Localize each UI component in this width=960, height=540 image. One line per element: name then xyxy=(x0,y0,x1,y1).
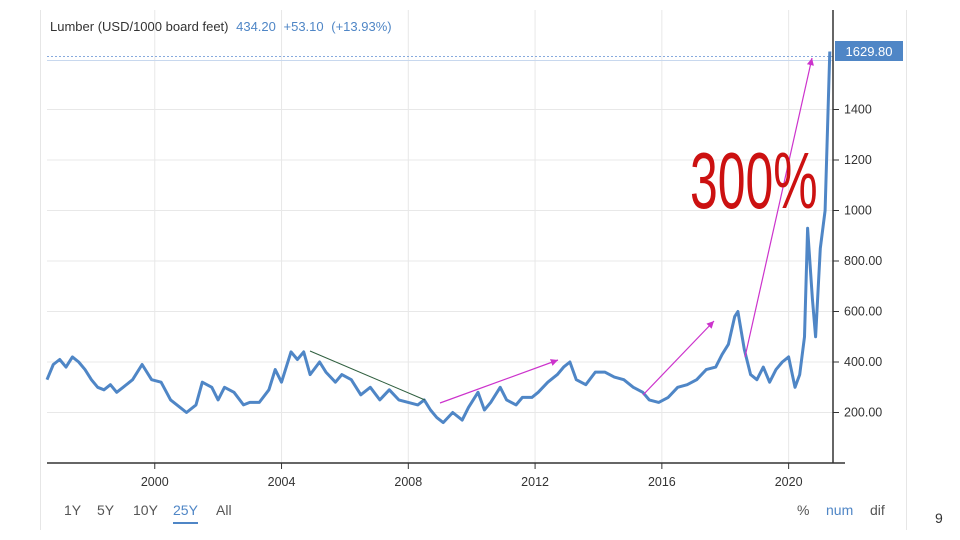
x-tick-label: 2004 xyxy=(268,475,296,489)
current-price: 434.20 xyxy=(236,19,276,34)
x-tick-label: 2012 xyxy=(521,475,549,489)
grid-lines xyxy=(47,10,833,463)
y-tick-label: 600.00 xyxy=(844,305,882,319)
trend-arrow xyxy=(439,359,559,404)
x-tick-label: 2016 xyxy=(648,475,676,489)
chart-panel xyxy=(40,10,907,530)
chart-header: Lumber (USD/1000 board feet) 434.20 +53.… xyxy=(50,19,392,34)
last-price-box xyxy=(835,41,903,61)
slide-number: 9 xyxy=(935,510,943,526)
x-tick-label: 2000 xyxy=(141,475,169,489)
y-tick-label: 800.00 xyxy=(844,254,882,268)
trend-arrow xyxy=(642,320,715,396)
range-button-1y[interactable]: 1Y xyxy=(64,502,82,518)
y-tick-label: 200.00 xyxy=(844,406,882,420)
range-button-all[interactable]: All xyxy=(216,502,232,518)
range-button-5y[interactable]: 5Y xyxy=(97,502,115,518)
last-price-flag: 1629.80 xyxy=(835,41,903,61)
chart-title: Lumber (USD/1000 board feet) xyxy=(50,19,229,34)
range-button-25y[interactable]: 25Y xyxy=(173,502,198,524)
series-line xyxy=(45,51,832,425)
range-button-10y[interactable]: 10Y xyxy=(133,502,158,518)
y-tick-label: 1000 xyxy=(844,204,872,218)
downtrend-line xyxy=(309,350,426,401)
axes xyxy=(47,10,845,469)
last-price-label: 1629.80 xyxy=(846,44,893,59)
mode-button-percent[interactable]: % xyxy=(797,502,810,518)
y-tick-label: 1200 xyxy=(844,153,872,167)
x-tick-label: 2008 xyxy=(394,475,422,489)
y-tick-label: 400.00 xyxy=(844,355,882,369)
x-tick-label: 2020 xyxy=(775,475,803,489)
mode-button-num[interactable]: num xyxy=(826,502,854,518)
growth-annotation: 300% xyxy=(690,137,818,226)
y-tick-label: 1400 xyxy=(844,103,872,117)
trend-arrow xyxy=(744,57,814,358)
mode-button-dif[interactable]: dif xyxy=(870,502,885,518)
price-change: +53.10 xyxy=(283,19,324,34)
tick-labels: 200.00 400.00 600.00 800.00 1000 1200 1400 2000… xyxy=(141,103,882,490)
annotation-arrows xyxy=(309,57,814,404)
price-change-percent: (+13.93%) xyxy=(331,19,392,34)
